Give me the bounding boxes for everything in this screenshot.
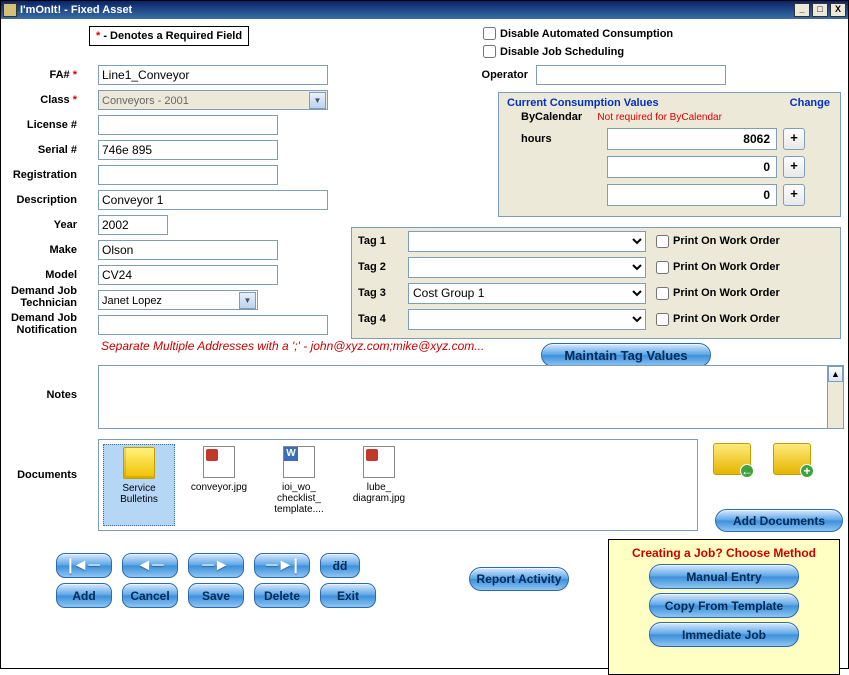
consumption-plus-button[interactable]: + (783, 184, 805, 206)
documents-box: Service Bulletins conveyor.jpg ioi_wo_ch… (98, 439, 698, 531)
operator-input[interactable] (536, 65, 726, 85)
tag-label: Tag 3 (358, 287, 408, 299)
document-item[interactable]: ioi_wo_checklist_template.... (263, 444, 335, 526)
consumption-box: Current Consumption Values Change ByCale… (498, 92, 841, 217)
job-box-title: Creating a Job? Choose Method (609, 546, 839, 560)
helper-text: Separate Multiple Addresses with a ';' -… (101, 339, 484, 353)
consumption-plus-button[interactable]: + (783, 156, 805, 178)
consumption-value-input[interactable] (607, 156, 777, 178)
img-icon (363, 446, 395, 478)
tag-select[interactable] (408, 309, 646, 330)
fa-label: FA# * (1, 69, 77, 81)
tag-label: Tag 1 (358, 235, 408, 247)
folder-icon (123, 447, 155, 479)
documents-label: Documents (1, 469, 77, 481)
document-item[interactable]: Service Bulletins (103, 444, 175, 526)
make-label: Make (1, 244, 77, 256)
reg-label: Registration (1, 169, 77, 181)
djn-input[interactable] (98, 315, 328, 335)
immediate-job-button[interactable]: Immediate Job (649, 622, 799, 647)
tags-box: Tag 1 Print On Work Order Tag 2 Print On… (351, 227, 841, 339)
bycalendar-label: ByCalendar (521, 111, 582, 123)
serial-input[interactable] (98, 140, 278, 160)
delete-button[interactable]: Delete (254, 583, 310, 608)
move-folder-icon[interactable]: ← (713, 443, 751, 475)
print-on-workorder-check[interactable]: Print On Work Order (656, 235, 780, 248)
year-input[interactable] (98, 215, 168, 235)
change-link[interactable]: Change (790, 93, 840, 109)
notes-input[interactable]: ▲ (98, 365, 844, 429)
add-folder-icon[interactable]: + (773, 443, 811, 475)
print-on-workorder-check[interactable]: Print On Work Order (656, 287, 780, 300)
add-button[interactable]: Add (56, 583, 112, 608)
job-method-box: Creating a Job? Choose Method Manual Ent… (608, 539, 840, 675)
word-icon (283, 446, 315, 478)
tag-select[interactable]: Cost Group 1 (408, 283, 646, 304)
consumption-row-label: hours (521, 133, 601, 145)
consumption-value-input[interactable] (607, 184, 777, 206)
license-input[interactable] (98, 115, 278, 135)
desc-label: Description (1, 194, 77, 206)
tag-label: Tag 2 (358, 261, 408, 273)
titlebar: I'mOnIt! - Fixed Asset _ □ X (1, 1, 848, 19)
year-label: Year (1, 219, 77, 231)
notes-label: Notes (1, 389, 77, 401)
nav-prev-button[interactable]: ◄─ (122, 553, 178, 578)
scroll-up-icon[interactable]: ▲ (828, 366, 843, 382)
document-item[interactable]: conveyor.jpg (183, 444, 255, 526)
consumption-value-input[interactable] (607, 128, 777, 150)
consumption-title: Current Consumption Values (499, 93, 667, 111)
model-label: Model (1, 269, 77, 281)
minimize-button[interactable]: _ (794, 3, 810, 17)
tag-label: Tag 4 (358, 313, 408, 325)
notes-scrollbar[interactable]: ▲ (827, 366, 843, 428)
app-icon (3, 3, 17, 17)
tag-select[interactable] (408, 231, 646, 252)
copy-template-button[interactable]: Copy From Template (649, 593, 799, 618)
operator-label: Operator (458, 69, 528, 81)
save-button[interactable]: Save (188, 583, 244, 608)
license-label: License # (1, 119, 77, 131)
maintain-tag-button[interactable]: Maintain Tag Values (541, 343, 711, 367)
window: I'mOnIt! - Fixed Asset _ □ X * - Denotes… (0, 0, 849, 669)
exit-button[interactable]: Exit (320, 583, 376, 608)
make-input[interactable] (98, 240, 278, 260)
window-title: I'mOnIt! - Fixed Asset (20, 4, 132, 16)
nav-next-button[interactable]: ─► (188, 553, 244, 578)
nav-last-button[interactable]: ─►| (254, 553, 310, 578)
djt-label: Demand Job Technician (1, 285, 77, 309)
disable-scheduling-check[interactable]: Disable Job Scheduling (483, 45, 624, 58)
nav-first-button[interactable]: |◄─ (56, 553, 112, 578)
reg-input[interactable] (98, 165, 278, 185)
bycalendar-note: Not required for ByCalendar (597, 112, 722, 123)
maximize-button[interactable]: □ (812, 3, 828, 17)
djt-select[interactable]: Janet Lopez▼ (98, 290, 258, 310)
model-input[interactable] (98, 265, 278, 285)
document-label: Service Bulletins (104, 483, 174, 505)
img-icon (203, 446, 235, 478)
document-item[interactable]: lube_diagram.jpg (343, 444, 415, 526)
consumption-plus-button[interactable]: + (783, 128, 805, 150)
document-label: ioi_wo_checklist_template.... (263, 482, 335, 515)
required-note: * - Denotes a Required Field (89, 26, 249, 46)
class-label: Class * (1, 94, 77, 106)
find-button[interactable]: ḋḋ (320, 553, 360, 578)
manual-entry-button[interactable]: Manual Entry (649, 564, 799, 589)
cancel-button[interactable]: Cancel (122, 583, 178, 608)
print-on-workorder-check[interactable]: Print On Work Order (656, 313, 780, 326)
document-label: lube_diagram.jpg (343, 482, 415, 504)
print-on-workorder-check[interactable]: Print On Work Order (656, 261, 780, 274)
serial-label: Serial # (1, 144, 77, 156)
tag-select[interactable] (408, 257, 646, 278)
document-label: conveyor.jpg (183, 482, 255, 493)
close-button[interactable]: X (830, 3, 846, 17)
disable-consumption-check[interactable]: Disable Automated Consumption (483, 27, 673, 40)
djn-label: Demand Job Notification (1, 312, 77, 336)
desc-input[interactable] (98, 190, 328, 210)
add-documents-button[interactable]: Add Documents (715, 509, 843, 532)
fa-input[interactable] (98, 65, 328, 85)
class-select[interactable]: Conveyors - 2001▼ (98, 90, 328, 110)
report-activity-button[interactable]: Report Activity (469, 567, 569, 591)
